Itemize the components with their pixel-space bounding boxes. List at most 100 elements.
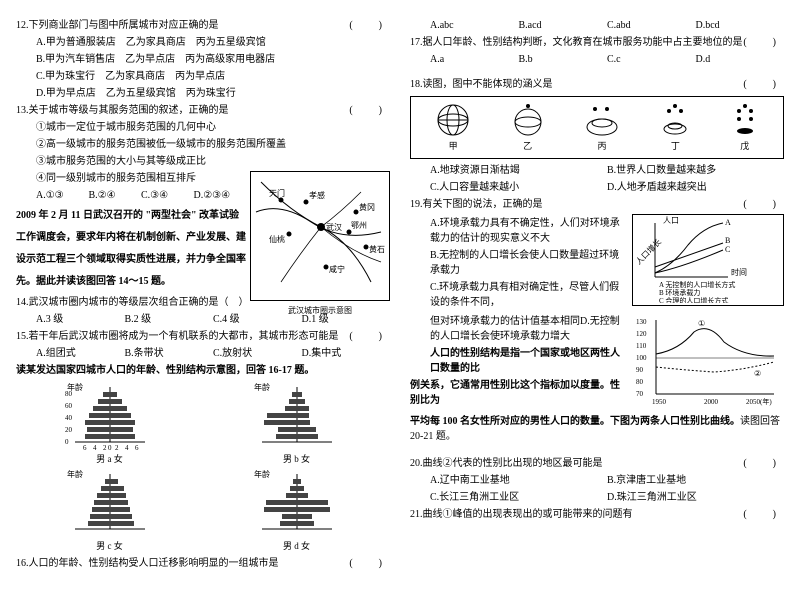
q19-c: C.环境承载力具有相对确定性，尽管人们假设的条件不同， (410, 280, 784, 310)
svg-text:天门: 天门 (269, 188, 285, 198)
q15-c: C.放射状 (213, 346, 302, 361)
q15-b: B.条带状 (125, 346, 214, 361)
svg-text:年龄: 年龄 (254, 469, 270, 479)
q17-b: B.b (519, 52, 608, 67)
q19-b: B.无控制的人口增长会使人口数量超过环境承载力 (410, 248, 784, 278)
ratio-intro-2: 例关系，它通常用性别比这个指标加以度量。性别比为 (410, 378, 784, 408)
q17-opts: A.a B.b C.c D.d (410, 52, 784, 67)
q19-wrap: 人口 A B C 人口增长 时间 A 无控制的人口增长方式 B 环境承载力 C … (410, 214, 784, 312)
svg-text:鄂州: 鄂州 (351, 221, 367, 230)
globe-4: 丁 (661, 103, 689, 152)
pyramid-b: 年龄 男 b 女 (252, 382, 342, 465)
q14-opts: A.3 级 B.2 级 C.4 级 D.1 级 (16, 312, 390, 327)
q20-opts-1: A.辽中南工业基地 B.京津唐工业基地 (410, 473, 784, 488)
pyramid-intro: 读某发达国家四城市人口的年龄、性别结构示意图，回答 16-17 题。 (16, 363, 390, 378)
svg-text:年龄: 年龄 (254, 382, 270, 392)
q17-text: 17.据人口年龄、性别结构判断，文化教育在城市服务功能中占主要地位的是 (410, 37, 743, 48)
q20-text: 20.曲线②代表的性别比出现的地区最可能是 (410, 458, 603, 469)
svg-text:2: 2 (115, 444, 119, 452)
q19-c2: 但对环境承载力的估计值基本相同D.无控制的人口增长会使环境承载力增大 (410, 314, 784, 344)
q13-a: A.①③ (36, 188, 89, 203)
q21-stem: 21.曲线①峰值的出现表现出的或可能带来的问题有 ( ) (410, 507, 784, 522)
svg-text:仙桃: 仙桃 (269, 234, 285, 244)
q13-o1: ①城市一定位于城市服务范围的几何中心 (16, 120, 390, 135)
q19-text: 19.有关下图的说法，正确的是 (410, 199, 543, 210)
q-paren: ( ) (743, 35, 784, 50)
q14-d: D.1 级 (302, 312, 391, 327)
q18-stem: 18.读图，图中不能体现的涵义是 ( ) (410, 77, 784, 92)
q15-stem: 15.若干年后武汉城市圈将成为一个有机联系的大都市，其城市形态可能是( ) (16, 329, 390, 344)
svg-text:0: 0 (108, 444, 112, 452)
wuhan-map: 天门 孝感 黄冈 仙桃 武汉 鄂州 黄石 咸宁 (250, 171, 390, 301)
q-paren: ( ) (743, 77, 784, 92)
q13-c: C.③④ (141, 188, 194, 203)
map-block: ④同一级别城市的服务范围相互排斥 A.①③ B.②④ C.③④ D.②③④ 20… (16, 171, 390, 293)
q12-a: A.甲为普通服装店 乙为家具商店 丙为五星级宾馆 (16, 35, 390, 50)
svg-text:6: 6 (135, 444, 139, 452)
map-svg: 天门 孝感 黄冈 仙桃 武汉 鄂州 黄石 咸宁 (251, 172, 389, 290)
q16-text: 16.人口的年龄、性别结构受人口迁移影响明显的一组城市是 (16, 558, 279, 569)
svg-text:0: 0 (65, 438, 69, 446)
q16-a: A.abc (430, 18, 519, 33)
ratio-intro-1: 人口的性别结构是指一个国家或地区两性人口数量的比 (410, 346, 784, 376)
q19-stem: 19.有关下图的说法，正确的是 ( ) (410, 197, 784, 212)
svg-text:4: 4 (125, 444, 129, 452)
q17-stem: 17.据人口年龄、性别结构判断，文化教育在城市服务功能中占主要地位的是( ) (410, 35, 784, 50)
q21-text: 21.曲线①峰值的出现表现出的或可能带来的问题有 (410, 509, 633, 520)
svg-text:黄石: 黄石 (369, 244, 385, 254)
svg-text:40: 40 (65, 414, 73, 422)
globe-diagram: 甲 乙 丙 丁 戊 (410, 96, 784, 159)
q15-opts: A.组团式 B.条带状 C.放射状 D.集中式 (16, 346, 390, 361)
q17-a: A.a (430, 52, 519, 67)
q16-b: B.acd (519, 18, 608, 33)
q15-a: A.组团式 (36, 346, 125, 361)
q19-wrap2: 130 120 110 100 90 80 70 ① ② 1950 2000 2… (410, 312, 784, 412)
svg-text:60: 60 (65, 402, 73, 410)
svg-text:80: 80 (65, 390, 73, 398)
q20-opts-2: C.长江三角洲工业区 D.珠江三角洲工业区 (410, 490, 784, 505)
pyramid-d: 年龄 男 d 女 (252, 469, 342, 552)
q-paren: ( ) (743, 197, 784, 212)
q12-stem: 12.下列商业部门与图中所属城市对应正确的是( ) (16, 18, 390, 33)
q-paren: ( ) (743, 456, 784, 471)
svg-text:4: 4 (93, 444, 97, 452)
q13-opts: A.①③ B.②④ C.③④ D.②③④ (16, 188, 246, 203)
q18-d: D.人地矛盾越来越突出 (607, 180, 784, 195)
q17-c: C.c (607, 52, 696, 67)
globe-2: 乙 (513, 103, 543, 152)
q-paren: ( ) (349, 103, 390, 118)
q15-text: 15.若干年后武汉城市圈将成为一个有机联系的大都市，其城市形态可能是 (16, 331, 339, 342)
q20-stem: 20.曲线②代表的性别比出现的地区最可能是 ( ) (410, 456, 784, 471)
q13-o2: ②高一级城市的服务范围被低一级城市的服务范围所覆盖 (16, 137, 390, 152)
q20-d: D.珠江三角洲工业区 (607, 490, 784, 505)
q13-stem: 13.关于城市等级与其服务范围的叙述，正确的是( ) (16, 103, 390, 118)
pyramid-a: 年龄 80 60 40 20 0 6 4 2 (65, 382, 155, 465)
q16-opts: A.abc B.acd C.abd D.bcd (410, 18, 784, 33)
q18-text: 18.读图，图中不能体现的涵义是 (410, 79, 553, 90)
globe-3: 丙 (585, 103, 619, 152)
q13-d: D.②③④ (194, 188, 247, 203)
left-column: 12.下列商业部门与图中所属城市对应正确的是( ) A.甲为普通服装店 乙为家具… (16, 16, 390, 573)
globe-1: 甲 (436, 103, 470, 152)
svg-text:6: 6 (83, 444, 87, 452)
svg-text:孝感: 孝感 (309, 190, 325, 200)
pyramid-row-1: 年龄 80 60 40 20 0 6 4 2 (16, 382, 390, 465)
ratio-intro-3: 平均每 100 名女性所对应的男性人口的数量。下图为两条人口性别比曲线。读图回答… (410, 414, 784, 444)
q12-c: C.甲为珠宝行 乙为家具商店 丙为早点店 (16, 69, 390, 84)
q15-d: D.集中式 (302, 346, 391, 361)
q-paren: ( ) (349, 556, 390, 571)
q13-b: B.②④ (89, 188, 142, 203)
q13-o3: ③城市服务范围的大小与其等级成正比 (16, 154, 390, 169)
q14-b: B.2 级 (125, 312, 214, 327)
intro-14-15: 2009 年 2 月 11 日武汉召开的 "两型社会" 改革试验工作调度会，要求… (16, 205, 246, 293)
svg-text:黄冈: 黄冈 (359, 202, 375, 212)
pyramid-c: 年龄 男 c 女 (65, 469, 155, 552)
pyramid-row-2: 年龄 男 c 女 年龄 (16, 469, 390, 552)
q18-opts-1: A.地球资源日渐枯竭 B.世界人口数量越来越多 (410, 163, 784, 178)
q14-c: C.4 级 (213, 312, 302, 327)
svg-text:武汉: 武汉 (326, 222, 342, 232)
q12-b: B.甲为汽车销售店 乙为早点店 丙为高级家用电器店 (16, 52, 390, 67)
q-paren: ( ) (743, 507, 784, 522)
q17-d: D.d (696, 52, 785, 67)
right-column: A.abc B.acd C.abd D.bcd 17.据人口年龄、性别结构判断，… (410, 16, 784, 573)
